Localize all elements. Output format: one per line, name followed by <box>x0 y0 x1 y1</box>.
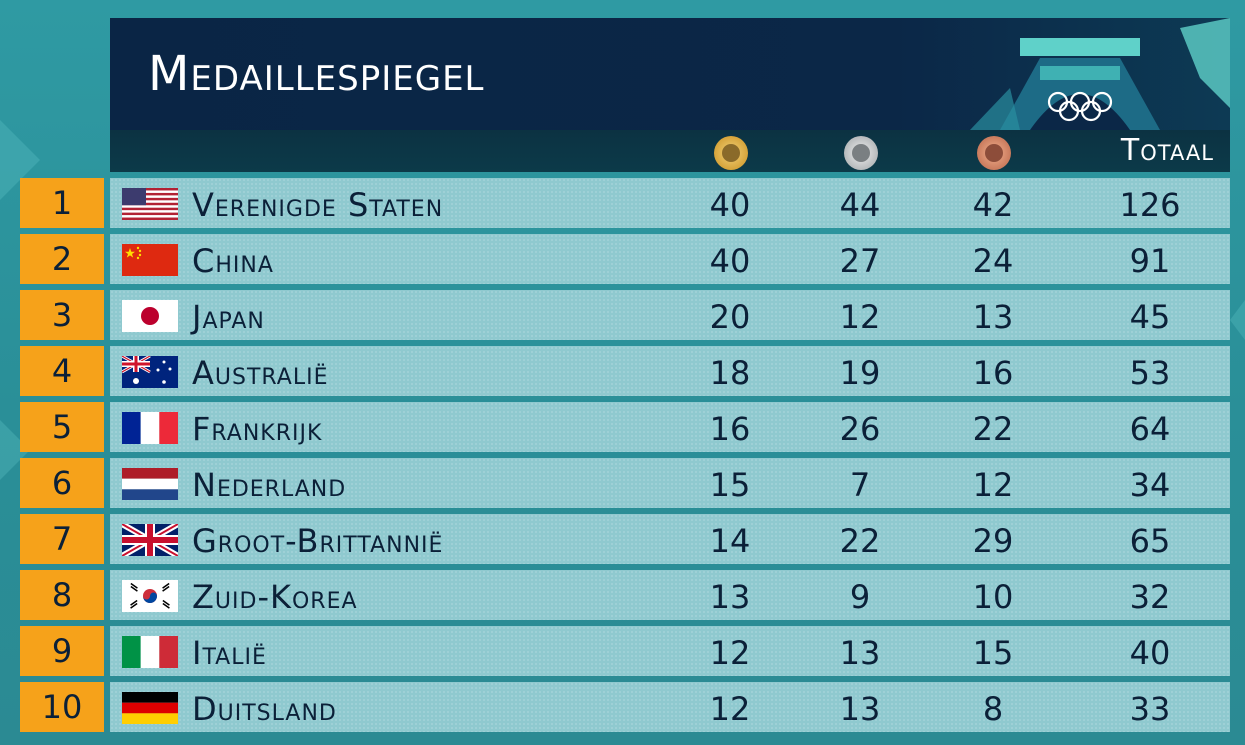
table-row: 7 Groot-Brittannië 14 22 29 65 <box>20 514 1230 564</box>
total-count: 45 <box>1129 298 1171 336</box>
gold-count: 20 <box>709 298 751 336</box>
total-count: 34 <box>1129 466 1171 504</box>
silver-count: 9 <box>849 578 871 616</box>
italy-flag <box>122 636 178 668</box>
australia-flag <box>122 356 178 388</box>
country-row-bar: Italië 12 13 15 40 <box>110 626 1230 676</box>
country-row-bar: Duitsland 12 13 8 33 <box>110 682 1230 732</box>
bronze-count: 29 <box>972 522 1014 560</box>
rank-cell: 7 <box>20 514 104 564</box>
country-name: Frankrijk <box>192 410 323 448</box>
gold-count: 12 <box>709 634 751 672</box>
silver-count: 7 <box>849 466 871 504</box>
japan-flag <box>122 300 178 332</box>
rank-cell: 9 <box>20 626 104 676</box>
gold-count: 40 <box>709 242 751 280</box>
rank-cell: 1 <box>20 178 104 228</box>
france-flag <box>122 412 178 444</box>
silver-count: 22 <box>839 522 881 560</box>
bronze-count: 10 <box>972 578 1014 616</box>
table-row: 4 Australië 18 19 16 53 <box>20 346 1230 396</box>
gold-count: 13 <box>709 578 751 616</box>
total-count: 64 <box>1129 410 1171 448</box>
silver-count: 26 <box>839 410 881 448</box>
gold-medal-icon <box>714 136 748 170</box>
netherlands-flag <box>122 468 178 500</box>
bronze-count: 13 <box>972 298 1014 336</box>
table-row: 5 Frankrijk 16 26 22 64 <box>20 402 1230 452</box>
table-row: 9 Italië 12 13 15 40 <box>20 626 1230 676</box>
table-row: 10 Duitsland 12 13 8 33 <box>20 682 1230 732</box>
china-flag <box>122 244 178 276</box>
total-count: 32 <box>1129 578 1171 616</box>
rank-cell: 4 <box>20 346 104 396</box>
bronze-count: 16 <box>972 354 1014 392</box>
total-count: 53 <box>1129 354 1171 392</box>
country-row-bar: Australië 18 19 16 53 <box>110 346 1230 396</box>
rank-cell: 3 <box>20 290 104 340</box>
bronze-count: 15 <box>972 634 1014 672</box>
silver-count: 27 <box>839 242 881 280</box>
silver-count: 44 <box>839 186 881 224</box>
olympic-rings-icon <box>970 18 1230 130</box>
gold-count: 12 <box>709 690 751 728</box>
country-row-bar: Zuid-Korea 13 9 10 32 <box>110 570 1230 620</box>
table-row: 8 Zuid-Korea 13 9 10 32 <box>20 570 1230 620</box>
country-name: Duitsland <box>192 690 337 728</box>
country-name: Japan <box>192 298 265 336</box>
bronze-medal-icon <box>977 136 1011 170</box>
rank-cell: 10 <box>20 682 104 732</box>
south-korea-flag <box>122 580 178 612</box>
silver-count: 12 <box>839 298 881 336</box>
total-count: 40 <box>1129 634 1171 672</box>
country-row-bar: Groot-Brittannië 14 22 29 65 <box>110 514 1230 564</box>
country-name: Verenigde Staten <box>192 186 444 224</box>
total-count: 33 <box>1129 690 1171 728</box>
rank-cell: 2 <box>20 234 104 284</box>
country-name: Italië <box>192 634 267 672</box>
total-count: 91 <box>1129 242 1171 280</box>
rank-cell: 5 <box>20 402 104 452</box>
country-row-bar: Nederland 15 7 12 34 <box>110 458 1230 508</box>
country-name: Groot-Brittannië <box>192 522 444 560</box>
country-row-bar: Frankrijk 16 26 22 64 <box>110 402 1230 452</box>
germany-flag <box>122 692 178 724</box>
table-row: 6 Nederland 15 7 12 34 <box>20 458 1230 508</box>
country-name: Nederland <box>192 466 347 504</box>
bronze-count: 42 <box>972 186 1014 224</box>
silver-count: 13 <box>839 690 881 728</box>
silver-count: 13 <box>839 634 881 672</box>
gold-count: 16 <box>709 410 751 448</box>
bronze-count: 12 <box>972 466 1014 504</box>
rank-cell: 8 <box>20 570 104 620</box>
bronze-count: 24 <box>972 242 1014 280</box>
page-title: Medaillespiegel <box>148 46 485 102</box>
bronze-count: 22 <box>972 410 1014 448</box>
country-name: Zuid-Korea <box>192 578 358 616</box>
table-row: 2 China 40 27 24 91 <box>20 234 1230 284</box>
column-header-bar: Totaal <box>110 130 1230 172</box>
title-banner: Medaillespiegel <box>110 18 1230 130</box>
table-row: 1 Verenigde Staten 40 44 42 126 <box>20 178 1230 228</box>
table-row: 3 Japan 20 12 13 45 <box>20 290 1230 340</box>
silver-medal-icon <box>844 136 878 170</box>
total-count: 126 <box>1119 186 1181 224</box>
gold-count: 14 <box>709 522 751 560</box>
us-flag <box>122 188 178 220</box>
gold-count: 15 <box>709 466 751 504</box>
gold-count: 18 <box>709 354 751 392</box>
country-row-bar: Japan 20 12 13 45 <box>110 290 1230 340</box>
country-row-bar: China 40 27 24 91 <box>110 234 1230 284</box>
uk-flag <box>122 524 178 556</box>
country-name: Australië <box>192 354 329 392</box>
total-column-header: Totaal <box>1120 133 1214 168</box>
gold-count: 40 <box>709 186 751 224</box>
silver-count: 19 <box>839 354 881 392</box>
bronze-count: 8 <box>982 690 1004 728</box>
country-row-bar: Verenigde Staten 40 44 42 126 <box>110 178 1230 228</box>
country-name: China <box>192 242 274 280</box>
total-count: 65 <box>1129 522 1171 560</box>
rank-cell: 6 <box>20 458 104 508</box>
